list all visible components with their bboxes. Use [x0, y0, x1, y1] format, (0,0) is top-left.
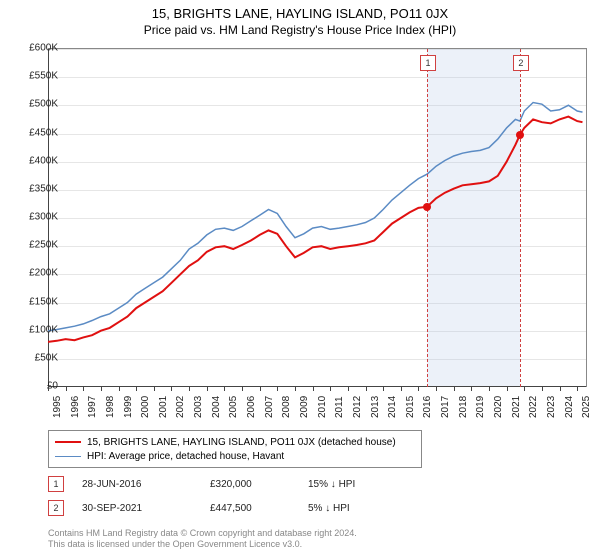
sale-price: £447,500	[210, 503, 290, 514]
y-tick: £350K	[14, 183, 58, 194]
x-tick: 2005	[228, 406, 239, 418]
legend-label: HPI: Average price, detached house, Hava…	[87, 451, 284, 462]
x-tick: 2025	[581, 406, 592, 418]
sale-row: 1 28-JUN-2016 £320,000 15% ↓ HPI	[48, 476, 568, 492]
legend-swatch	[55, 441, 81, 443]
x-tick: 2022	[528, 406, 539, 418]
x-tick: 2001	[158, 406, 169, 418]
x-tick: 2023	[546, 406, 557, 418]
x-tick: 2015	[405, 406, 416, 418]
x-tick: 2007	[264, 406, 275, 418]
legend: 15, BRIGHTS LANE, HAYLING ISLAND, PO11 0…	[48, 430, 422, 468]
legend-swatch	[55, 456, 81, 457]
x-tick: 2020	[493, 406, 504, 418]
sale-dot	[516, 131, 524, 139]
x-tick: 2003	[193, 406, 204, 418]
x-tick: 2018	[458, 406, 469, 418]
sale-index-box: 2	[48, 500, 64, 516]
x-tick: 2024	[564, 406, 575, 418]
legend-item: 15, BRIGHTS LANE, HAYLING ISLAND, PO11 0…	[55, 435, 415, 449]
footer-line: This data is licensed under the Open Gov…	[48, 539, 568, 550]
x-tick: 2010	[317, 406, 328, 418]
x-tick: 2016	[422, 406, 433, 418]
y-tick: £500K	[14, 99, 58, 110]
legend-label: 15, BRIGHTS LANE, HAYLING ISLAND, PO11 0…	[87, 437, 396, 448]
y-tick: £50K	[14, 352, 58, 363]
sale-date: 30-SEP-2021	[82, 503, 192, 514]
sale-date: 28-JUN-2016	[82, 479, 192, 490]
y-tick: £150K	[14, 296, 58, 307]
x-tick: 2002	[175, 406, 186, 418]
x-tick: 1995	[52, 406, 63, 418]
x-tick: 1999	[123, 406, 134, 418]
plot-area: 12	[48, 48, 587, 387]
x-tick: 1997	[87, 406, 98, 418]
sale-row: 2 30-SEP-2021 £447,500 5% ↓ HPI	[48, 500, 568, 516]
series-line-hpi	[48, 103, 583, 331]
y-tick: £200K	[14, 268, 58, 279]
x-tick: 2008	[281, 406, 292, 418]
sale-index-box: 1	[48, 476, 64, 492]
x-tick: 1998	[105, 406, 116, 418]
y-tick: £450K	[14, 127, 58, 138]
y-tick: £600K	[14, 43, 58, 54]
sale-diff: 15% ↓ HPI	[308, 479, 398, 490]
x-tick: 2021	[511, 406, 522, 418]
y-tick: £100K	[14, 324, 58, 335]
series-line-price_paid	[48, 117, 583, 342]
copyright-footer: Contains HM Land Registry data © Crown c…	[48, 528, 568, 551]
footer-line: Contains HM Land Registry data © Crown c…	[48, 528, 568, 539]
y-tick: £400K	[14, 155, 58, 166]
y-tick: £550K	[14, 71, 58, 82]
chart-container: 15, BRIGHTS LANE, HAYLING ISLAND, PO11 0…	[0, 0, 600, 560]
x-tick: 2000	[140, 406, 151, 418]
x-tick: 1996	[70, 406, 81, 418]
chart-title: 15, BRIGHTS LANE, HAYLING ISLAND, PO11 0…	[0, 0, 600, 21]
sale-diff: 5% ↓ HPI	[308, 503, 398, 514]
x-tick: 2006	[246, 406, 257, 418]
sale-price: £320,000	[210, 479, 290, 490]
sale-marker-box: 2	[513, 55, 529, 71]
x-tick: 2011	[334, 406, 345, 418]
x-tick: 2014	[387, 406, 398, 418]
chart-subtitle: Price paid vs. HM Land Registry's House …	[0, 21, 600, 41]
legend-item: HPI: Average price, detached house, Hava…	[55, 449, 415, 463]
sale-dot	[423, 203, 431, 211]
sale-marker-box: 1	[420, 55, 436, 71]
x-tick: 2004	[211, 406, 222, 418]
x-tick: 2017	[440, 406, 451, 418]
y-tick: £0	[14, 381, 58, 392]
x-tick: 2019	[475, 406, 486, 418]
x-tick: 2013	[370, 406, 381, 418]
y-tick: £300K	[14, 212, 58, 223]
x-tick: 2009	[299, 406, 310, 418]
chart-lines	[48, 49, 586, 387]
y-tick: £250K	[14, 240, 58, 251]
x-tick: 2012	[352, 406, 363, 418]
